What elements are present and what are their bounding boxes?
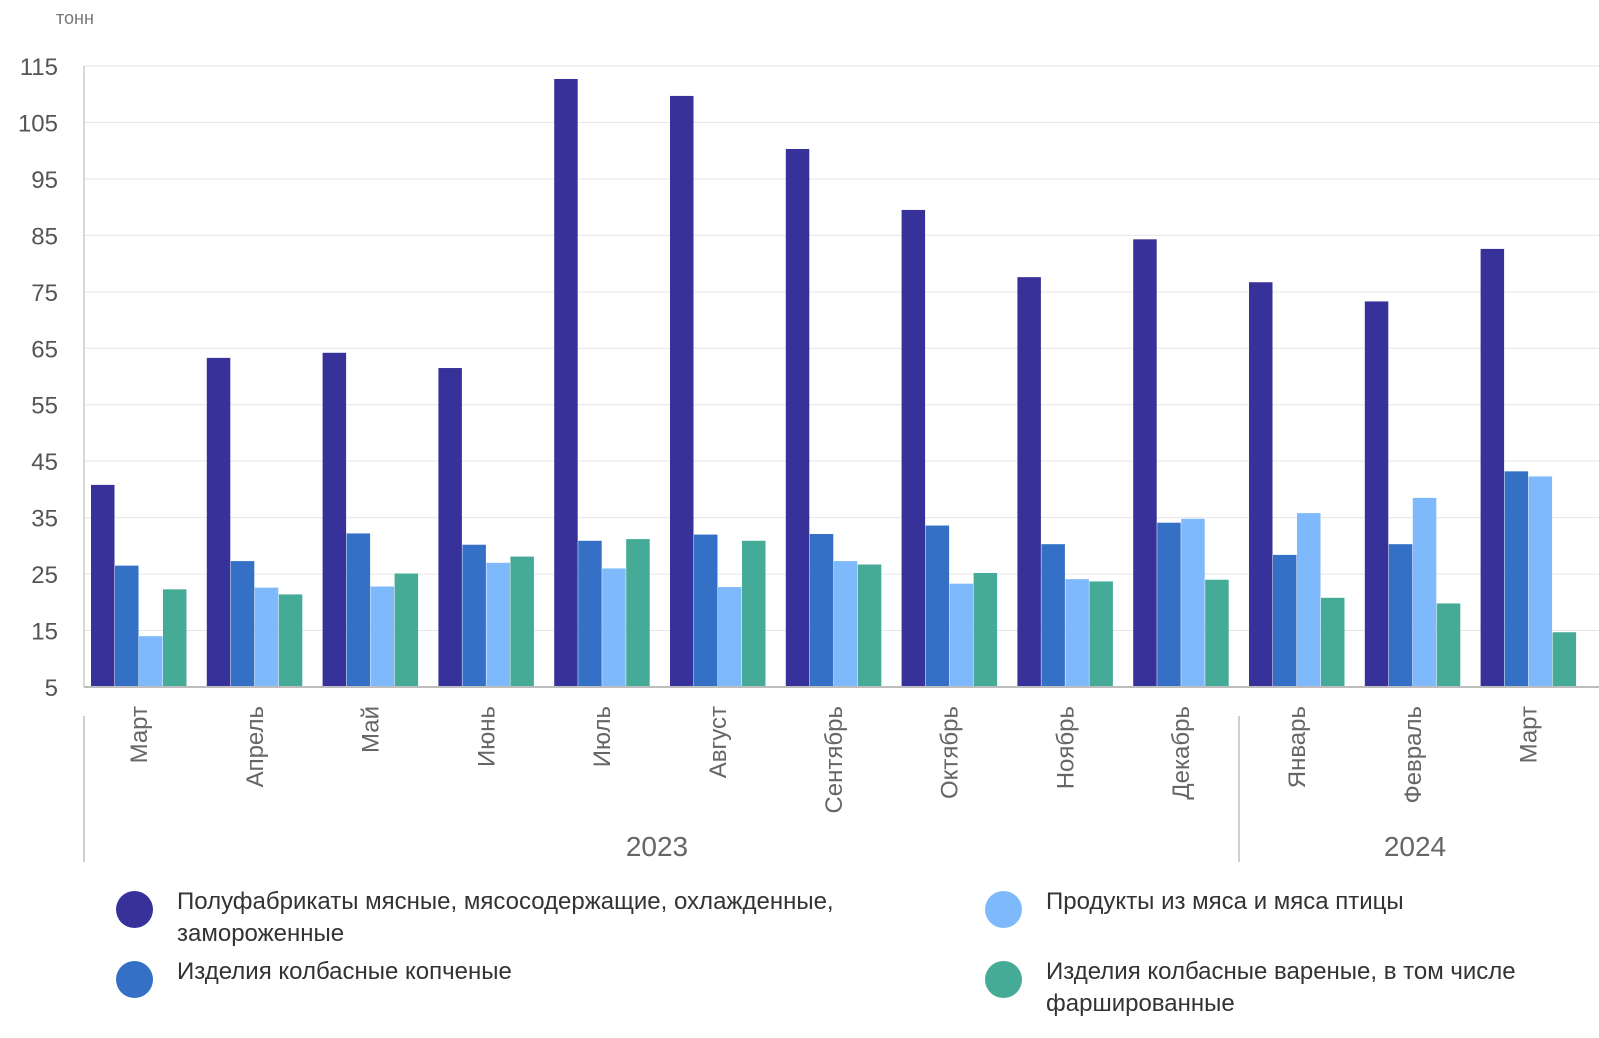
x-tick-label: Декабрь [1168,706,1195,800]
y-tick-label: 5 [45,675,58,702]
legend-item-kopchenye[interactable]: Изделия колбасные копченые [116,956,916,998]
x-tick-label: Июль [589,706,616,767]
bar [1321,597,1345,687]
legend-label: Полуфабрикаты мясные, мясосодержащие, ох… [177,888,834,947]
legend-item-produkty[interactable]: Продукты из мяса и мяса птицы [985,886,1585,928]
bar [206,357,231,687]
bar [1273,554,1297,687]
bar [486,562,510,687]
bar [510,556,534,687]
bar [809,534,834,687]
bar [1041,544,1065,687]
legend-marker-icon [985,891,1022,928]
legend-marker-icon [985,961,1022,998]
bar [785,148,810,688]
bar [278,594,303,687]
bar [163,589,187,687]
bar [1181,518,1205,687]
bar [1065,579,1089,687]
bar [370,586,395,687]
legend-item-varenye[interactable]: Изделия колбасные вареные, в том числе ф… [985,956,1585,1020]
bar [1157,522,1181,687]
legend-label: Изделия колбасные копченые [177,958,512,985]
legend-marker-icon [116,891,153,928]
bar [1388,544,1413,687]
bar [462,544,486,687]
bar [230,561,255,687]
legend-label: Продукты из мяса и мяса птицы [1046,888,1404,915]
bar [949,583,974,687]
chart-legend: Полуфабрикаты мясные, мясосодержащие, ох… [0,880,1599,1038]
bar [670,95,694,688]
bar [139,636,163,687]
x-tick-label: Март [1516,706,1543,763]
x-tick-label: Май [358,706,385,753]
x-tick-label: Июнь [473,706,500,767]
bar [857,564,882,687]
y-tick-label: 55 [31,393,58,420]
bar [115,565,139,687]
bar [554,78,578,687]
bar [438,368,462,687]
legend-marker-icon [116,961,153,998]
y-tick-label: 105 [18,110,58,137]
x-tick-label: Ноябрь [1052,706,1079,789]
bar [694,534,718,687]
x-tick-label: Сентябрь [821,706,848,814]
bar [346,533,371,687]
bar [602,568,626,687]
y-tick-label: 95 [31,167,58,194]
bar [322,352,347,687]
y-tick-label: 35 [31,506,58,533]
bar [1364,301,1389,687]
legend-label: Изделия колбасные вареные, в том числе ф… [1046,958,1516,1017]
y-tick-label: 115 [20,54,58,81]
bar [394,573,419,687]
y-tick-label: 75 [31,280,58,307]
bar [1017,277,1041,687]
bar [1297,513,1321,687]
bar [1552,632,1577,687]
bar [1504,471,1529,687]
bar [833,561,858,687]
chart-area: тонн 5 15 25 35 45 55 65 75 85 95 105 115 Март Апрель М… [18,8,1599,862]
bar [742,540,766,687]
y-tick-label: 85 [31,223,58,250]
y-tick-label: 15 [31,619,58,646]
x-tick-label: Апрель [242,706,269,787]
bar [973,572,998,687]
legend-item-polufabrikaty[interactable]: Полуфабрикаты мясные, мясосодержащие, ох… [116,886,916,950]
bar [1412,497,1437,687]
bar-chart: тонн 5 15 25 35 45 55 65 75 85 95 105 115 Март Апрель М… [18,8,1599,862]
y-tick-label: 45 [31,449,58,476]
bar [1436,603,1461,687]
x-tick-label: Январь [1284,706,1311,788]
bar [1528,476,1553,687]
group-label: 2024 [1384,831,1446,862]
y-tick-label: 65 [31,336,58,363]
bar [626,539,650,687]
bar [901,209,926,687]
bar [925,525,950,687]
x-tick-label: Февраль [1400,706,1427,804]
bar [1205,579,1229,687]
bar [91,484,115,687]
bar [578,540,602,687]
bar [1480,248,1505,687]
y-tick-label: 25 [31,562,58,589]
bar [254,587,279,687]
bar [1089,581,1113,687]
bar [1249,282,1273,687]
x-tick-label: Март [126,706,153,763]
unit-label: тонн [56,8,94,28]
x-tick-label: Август [705,706,732,778]
x-tick-label: Октябрь [937,706,964,799]
group-label: 2023 [626,831,688,862]
bar [1133,239,1157,687]
bar [718,587,742,687]
